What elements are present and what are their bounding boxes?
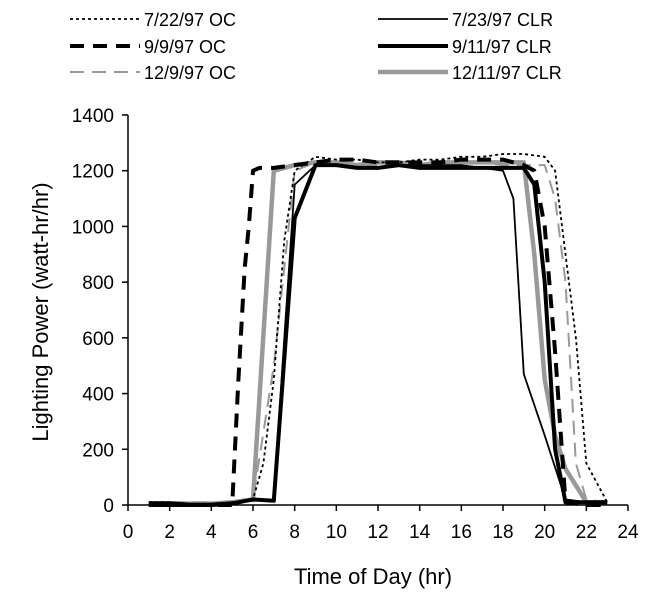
x-tick-label: 22 — [576, 522, 597, 543]
legend-label-4: 9/11/97 CLR — [452, 37, 552, 57]
x-tick-label: 24 — [617, 522, 639, 543]
legend-label-3: 9/9/97 OC — [144, 37, 226, 57]
y-axis-title: Lighting Power (watt-hr/hr) — [28, 182, 53, 441]
x-tick-label: 20 — [534, 522, 555, 543]
x-tick-label: 0 — [123, 522, 134, 543]
x-tick-label: 8 — [289, 522, 300, 543]
y-tick-label: 0 — [103, 496, 114, 517]
x-tick-label: 10 — [326, 522, 347, 543]
y-tick-label: 1000 — [72, 217, 114, 238]
x-tick-label: 18 — [492, 522, 513, 543]
x-tick-label: 16 — [451, 522, 472, 543]
legend-label-5: 12/9/97 OC — [144, 63, 236, 83]
y-tick-label: 200 — [82, 440, 114, 461]
y-tick-label: 800 — [82, 273, 114, 294]
y-tick-label: 400 — [82, 385, 114, 406]
y-tick-label: 1400 — [72, 106, 114, 127]
x-tick-label: 14 — [409, 522, 431, 543]
x-tick-label: 2 — [164, 522, 175, 543]
x-tick-label: 4 — [206, 522, 217, 543]
legend: 7/22/97 OC 9/9/97 OC 12/9/97 OC 7/23/97 CLR… — [70, 10, 562, 83]
x-tick-label: 12 — [367, 522, 388, 543]
series-line-3 — [148, 157, 608, 507]
y-tick-label: 600 — [82, 329, 114, 350]
y-axis-ticks: 0 200 400 600 800 1000 1200 1400 — [72, 106, 128, 517]
x-axis-ticks: 0 2 4 6 8 10 12 14 16 18 20 22 24 — [123, 505, 639, 543]
legend-label-1: 7/22/97 OC — [144, 10, 236, 30]
legend-label-6: 12/11/97 CLR — [452, 63, 562, 83]
x-axis-title: Time of Day (hr) — [294, 564, 452, 589]
legend-label-2: 7/23/97 CLR — [452, 10, 553, 30]
series-layer — [148, 153, 608, 507]
x-tick-label: 6 — [248, 522, 259, 543]
y-tick-label: 1200 — [72, 162, 114, 183]
series-line-4 — [148, 163, 608, 507]
